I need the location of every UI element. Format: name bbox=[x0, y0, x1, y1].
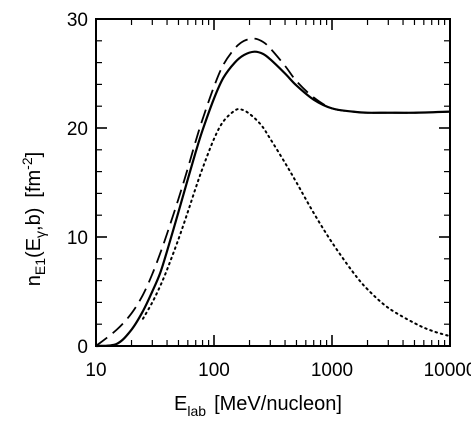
y-axis-label-arg-close: ,b) bbox=[23, 208, 45, 231]
axis-ticks bbox=[95, 18, 451, 347]
y-tick-label: 20 bbox=[67, 119, 88, 140]
y-tick-label: 0 bbox=[77, 337, 88, 358]
series-line-dotted bbox=[141, 108, 451, 338]
y-axis-label: nE1(Eγ,b) [fm-2] bbox=[19, 152, 48, 286]
x-axis-label-base: E bbox=[174, 393, 187, 415]
y-axis-label-arg-open: (E bbox=[23, 238, 45, 258]
x-tick-label: 100 bbox=[198, 360, 230, 381]
y-axis-label-unit-superscript: -2 bbox=[19, 157, 35, 170]
y-axis-label-unit-close: ] bbox=[23, 152, 45, 158]
x-tick-label: 1000 bbox=[311, 360, 353, 381]
tick-labels: 101001000100000102030 bbox=[67, 10, 471, 381]
y-axis-label-base: n bbox=[23, 275, 45, 286]
y-axis-label-subscript: E1 bbox=[32, 258, 48, 275]
y-axis-label-unit: [fm bbox=[23, 170, 45, 198]
x-axis-label-unit: [MeV/nucleon] bbox=[214, 393, 342, 415]
x-axis-label-subscript: lab bbox=[187, 403, 206, 419]
y-tick-label: 10 bbox=[67, 228, 88, 249]
x-tick-label: 10 bbox=[85, 360, 106, 381]
plot-frame bbox=[95, 18, 451, 347]
y-tick-label: 30 bbox=[67, 10, 88, 31]
x-axis-label: Elab [MeV/nucleon] bbox=[174, 393, 342, 419]
series-line-solid bbox=[95, 50, 451, 348]
plot-lines bbox=[95, 37, 451, 348]
y-axis-label-arg-subscript: γ bbox=[32, 231, 48, 238]
